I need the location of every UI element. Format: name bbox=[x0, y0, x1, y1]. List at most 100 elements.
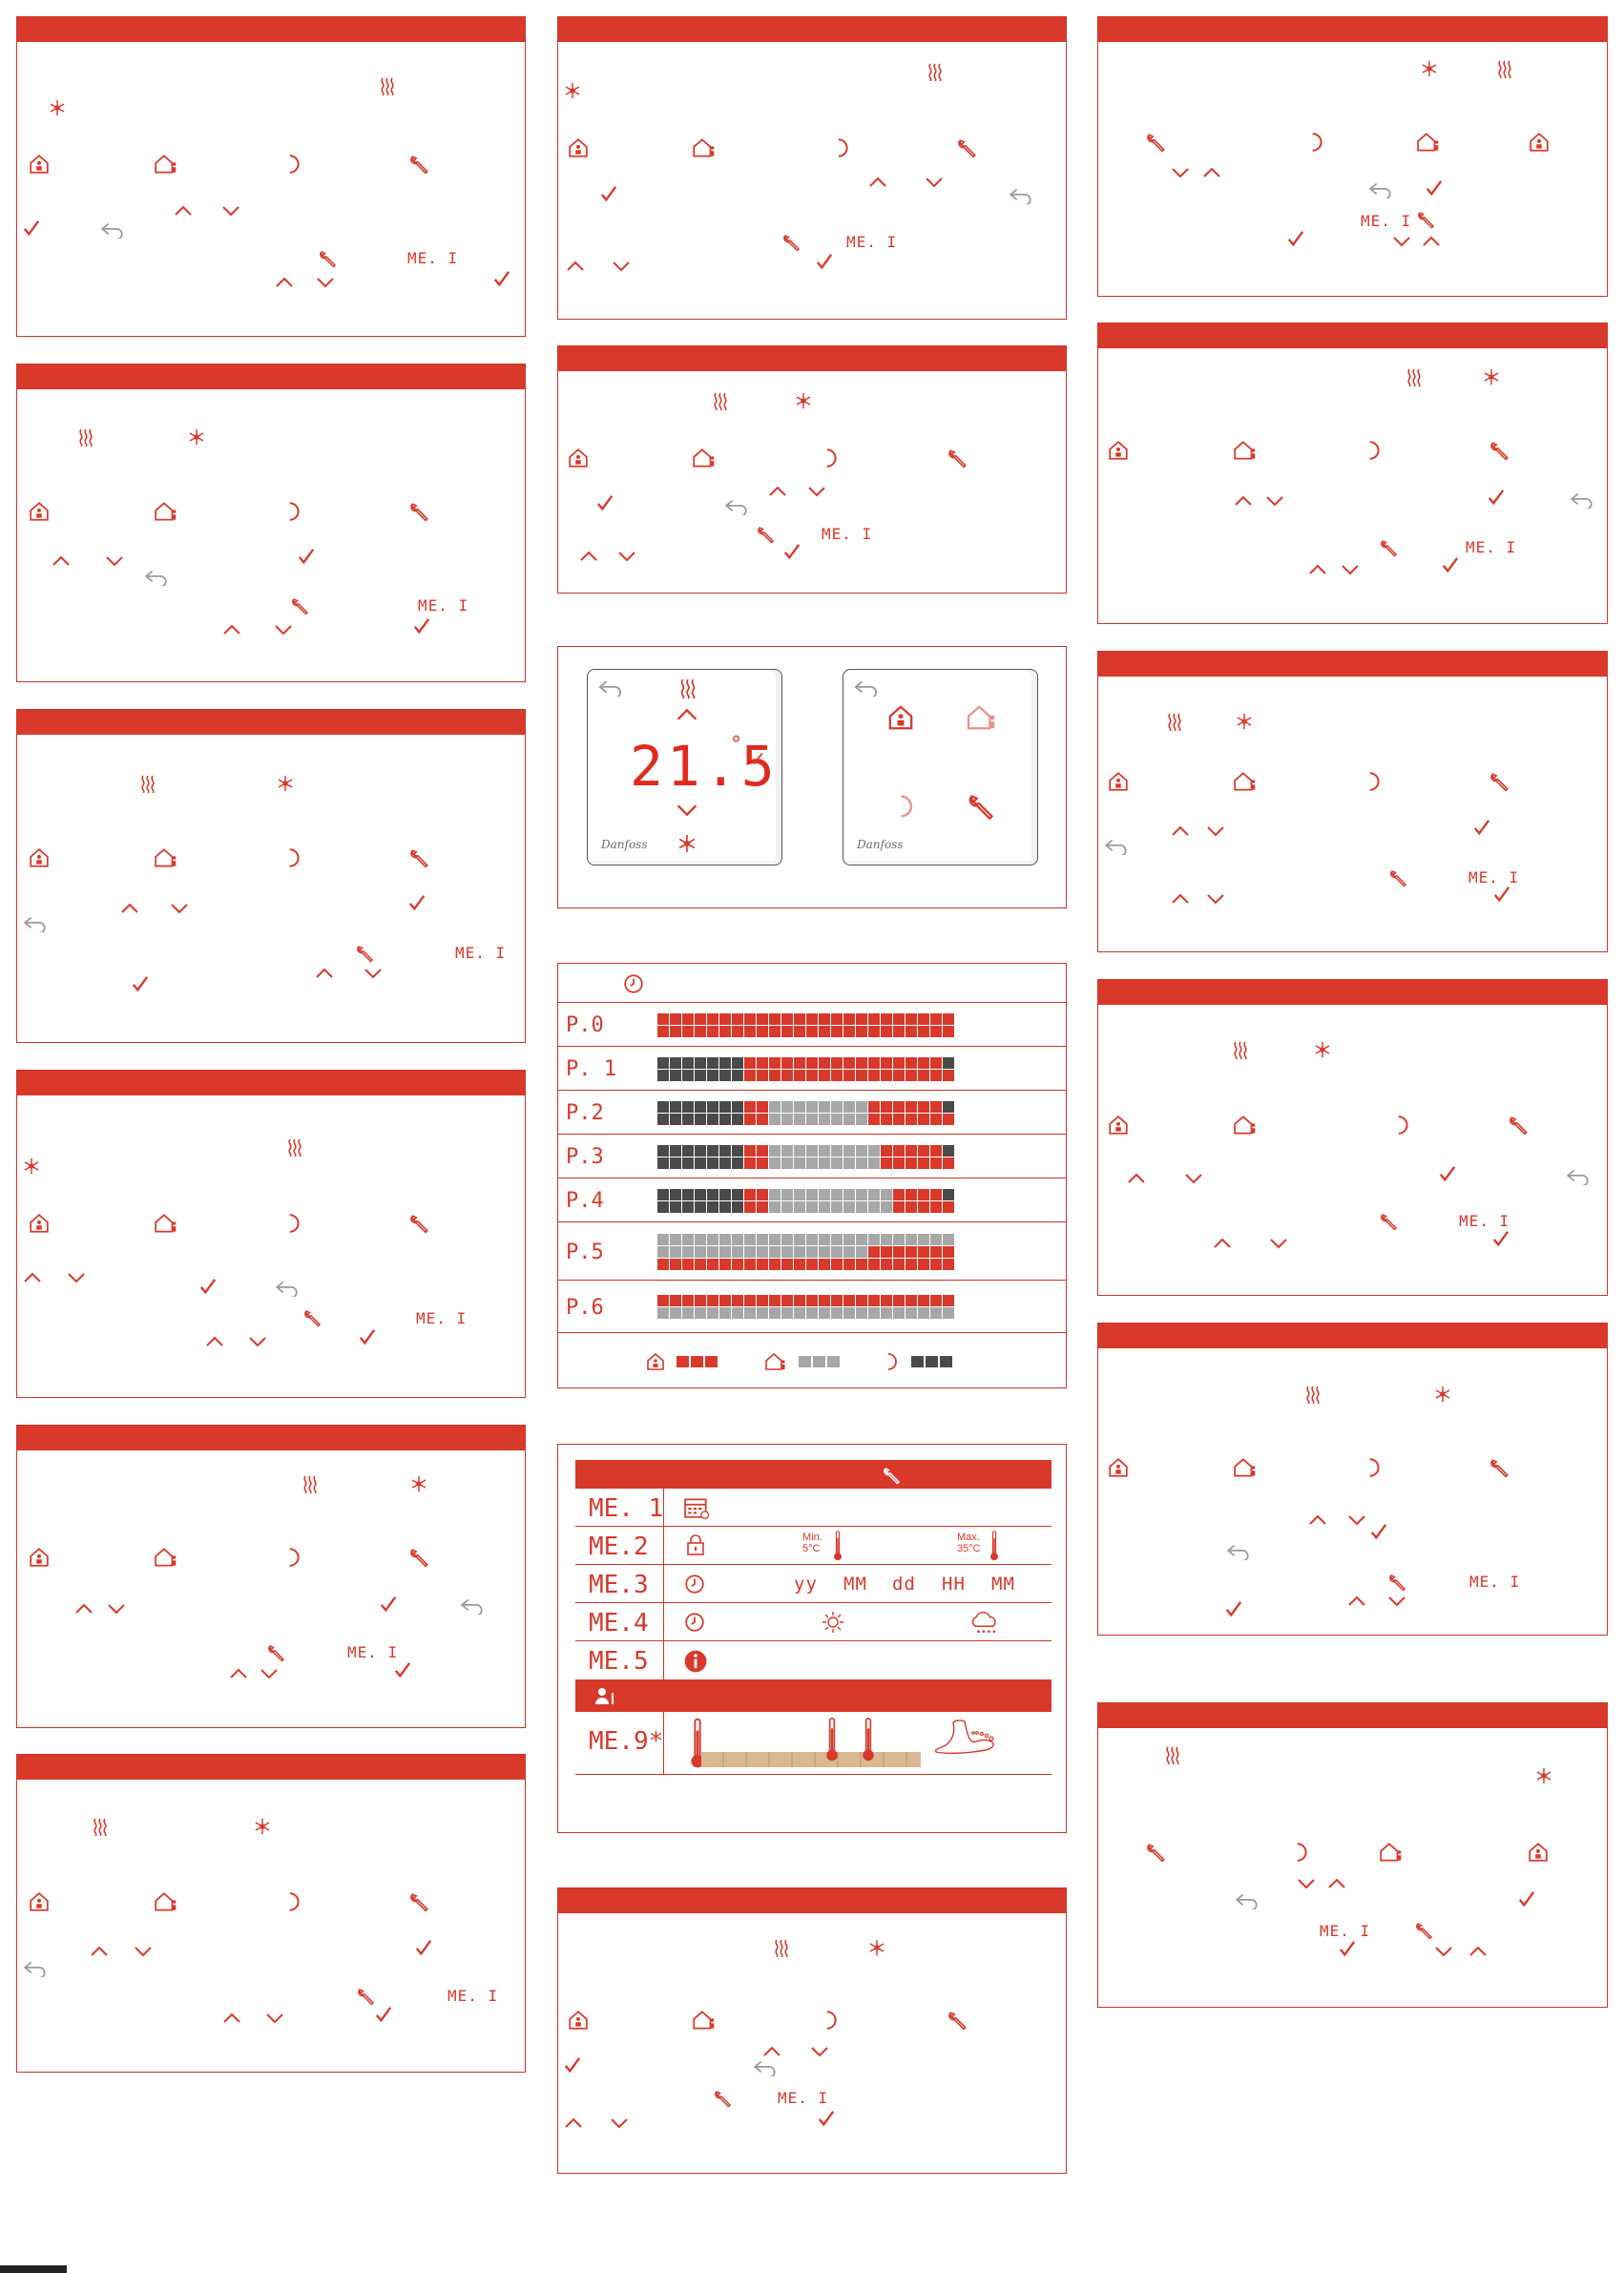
chevron-up-icon bbox=[1202, 167, 1221, 178]
schedule-cell bbox=[930, 1245, 942, 1258]
schedule-cell bbox=[757, 1069, 768, 1081]
panel-header-bar bbox=[17, 365, 525, 389]
schedule-cell bbox=[757, 1157, 768, 1169]
menu-code: ME. I bbox=[1468, 868, 1520, 886]
schedule-cell bbox=[906, 1200, 917, 1213]
schedule-cell bbox=[893, 1295, 905, 1306]
program-label: P.6 bbox=[566, 1295, 604, 1320]
back-arrow-icon bbox=[460, 1597, 485, 1615]
heating-waves-icon bbox=[1495, 59, 1514, 78]
schedule-cell bbox=[757, 1188, 768, 1200]
schedule-cell bbox=[757, 1144, 768, 1157]
program-label: P.3 bbox=[566, 1145, 604, 1169]
wrench-icon bbox=[957, 137, 978, 158]
night-moon-icon bbox=[281, 1213, 302, 1234]
chevron-down-icon bbox=[265, 2012, 284, 2024]
chevron-down-icon bbox=[221, 205, 240, 217]
schedule-cell bbox=[657, 1307, 669, 1319]
menu-code: ME. I bbox=[418, 596, 469, 615]
panel-header-bar bbox=[17, 1071, 525, 1095]
schedule-cell bbox=[794, 1056, 805, 1069]
schedule-cell bbox=[893, 1113, 905, 1125]
schedule-cell bbox=[757, 1258, 768, 1270]
chevron-up-icon bbox=[1213, 1238, 1232, 1249]
schedule-cell bbox=[943, 1025, 954, 1037]
night-moon-icon bbox=[281, 501, 302, 522]
snowflake-icon bbox=[1434, 1386, 1451, 1403]
schedule-cell bbox=[806, 1258, 818, 1270]
checkmark-icon bbox=[375, 2006, 392, 2023]
schedule-cell bbox=[670, 1157, 681, 1169]
program-cells bbox=[657, 1056, 954, 1081]
snowflake-icon bbox=[1236, 713, 1253, 730]
heating-waves-icon bbox=[285, 1137, 304, 1157]
menu-row-me9: ME.9* bbox=[575, 1712, 1051, 1775]
wrench-icon bbox=[1489, 440, 1510, 461]
wrench-icon bbox=[303, 1308, 323, 1327]
schedule-cell bbox=[930, 1025, 942, 1037]
schedule-cell bbox=[918, 1188, 929, 1200]
schedule-cell bbox=[856, 1157, 867, 1169]
schedule-cell bbox=[856, 1200, 867, 1213]
schedule-cell bbox=[794, 1113, 805, 1125]
chevron-down-icon[interactable] bbox=[676, 803, 698, 817]
schedule-cell bbox=[930, 1258, 942, 1270]
night-moon-icon bbox=[819, 2010, 840, 2031]
schedule-cell bbox=[868, 1233, 880, 1245]
away-mode-icon[interactable] bbox=[966, 704, 998, 731]
wrench-icon[interactable] bbox=[968, 792, 996, 821]
chevron-up-icon bbox=[1127, 1173, 1146, 1184]
snowflake-icon bbox=[1421, 60, 1438, 77]
schedule-cell bbox=[757, 1307, 768, 1319]
device-illustration-panel: 21.5 ° Danfoss Danfoss bbox=[557, 646, 1067, 908]
schedule-cell bbox=[819, 1157, 830, 1169]
home-mode-icon bbox=[29, 154, 50, 175]
checkmark-icon bbox=[1488, 489, 1505, 506]
schedule-cell bbox=[695, 1069, 706, 1081]
snowflake-icon bbox=[277, 775, 294, 792]
max-label: Max. 35°C bbox=[957, 1532, 981, 1555]
schedule-cell bbox=[670, 1307, 681, 1319]
schedule-cell bbox=[670, 1233, 681, 1245]
menu-code: ME. I bbox=[778, 2089, 829, 2107]
schedule-cell bbox=[670, 1069, 681, 1081]
date-month: MM bbox=[843, 1574, 867, 1595]
chevron-up-icon bbox=[90, 1946, 109, 1957]
panel-header-bar bbox=[1098, 980, 1607, 1005]
checkmark-icon bbox=[1493, 886, 1510, 903]
wrench-icon bbox=[1388, 1573, 1407, 1592]
schedule-cell bbox=[918, 1157, 929, 1169]
night-moon-icon bbox=[1289, 1842, 1310, 1863]
menu-code: ME. I bbox=[1466, 538, 1517, 556]
night-moon-icon bbox=[1362, 440, 1383, 461]
schedule-cell bbox=[831, 1012, 843, 1025]
menu-code: ME. I bbox=[846, 233, 898, 251]
schedule-cell bbox=[757, 1233, 768, 1245]
back-arrow-icon bbox=[1566, 1168, 1591, 1185]
schedule-cell bbox=[868, 1025, 880, 1037]
schedule-cell bbox=[843, 1258, 855, 1270]
night-moon-icon[interactable] bbox=[891, 794, 916, 819]
schedule-cell bbox=[707, 1113, 718, 1125]
schedule-cell bbox=[670, 1144, 681, 1157]
home-mode-icon[interactable] bbox=[887, 704, 914, 731]
schedule-cell bbox=[943, 1056, 954, 1069]
schedule-cell bbox=[695, 1200, 706, 1213]
schedule-cell bbox=[695, 1245, 706, 1258]
wrench-icon bbox=[409, 1547, 430, 1568]
schedule-cell bbox=[881, 1157, 892, 1169]
checkmark-icon bbox=[1518, 1890, 1535, 1908]
chevron-up-icon[interactable] bbox=[676, 708, 698, 721]
checkmark-icon[interactable] bbox=[750, 752, 763, 765]
schedule-cell bbox=[781, 1144, 793, 1157]
schedule-cell bbox=[707, 1307, 718, 1319]
snowflake-icon bbox=[1483, 368, 1500, 386]
schedule-cell bbox=[707, 1025, 718, 1037]
night-moon-icon bbox=[830, 137, 851, 158]
heating-waves-icon bbox=[1405, 367, 1424, 386]
schedule-cell bbox=[893, 1258, 905, 1270]
schedule-cell bbox=[893, 1012, 905, 1025]
schedule-programs-panel: P.0 P. 1 P.2 P.3 P.4 P.5 P.6 bbox=[557, 963, 1067, 1388]
schedule-cell bbox=[893, 1233, 905, 1245]
schedule-cell bbox=[757, 1200, 768, 1213]
